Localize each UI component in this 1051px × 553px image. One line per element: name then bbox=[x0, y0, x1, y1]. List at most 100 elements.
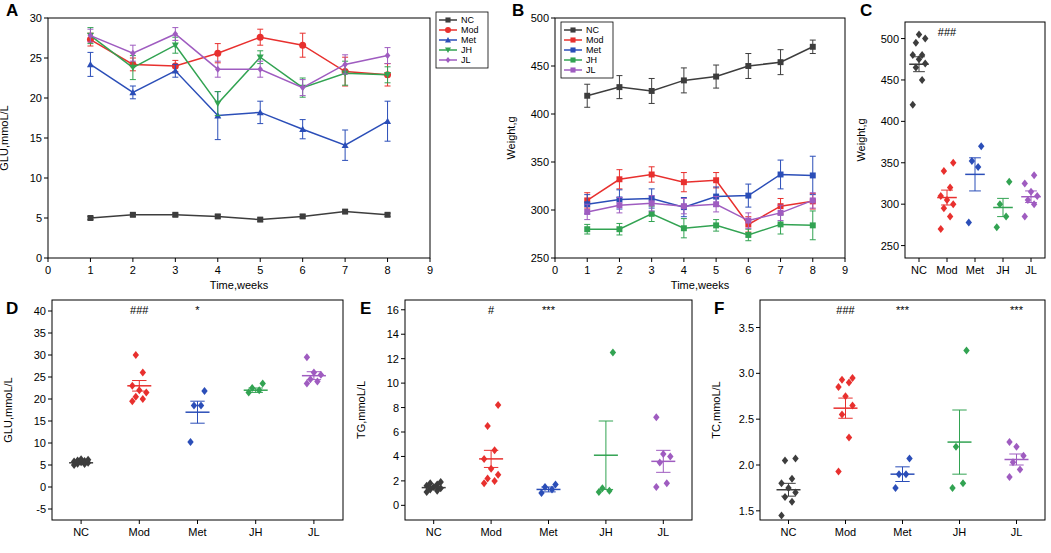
x-tick bbox=[748, 258, 749, 262]
x-tick-label: JL bbox=[308, 526, 320, 538]
y-tick bbox=[401, 358, 405, 359]
legend-label: JL bbox=[461, 55, 471, 65]
x-tick-label: Mod bbox=[835, 526, 856, 538]
y-tick bbox=[48, 355, 52, 356]
error-bar bbox=[656, 450, 670, 472]
mean-line bbox=[69, 462, 93, 464]
error-cap bbox=[484, 450, 498, 451]
marker bbox=[172, 67, 179, 73]
error-bar bbox=[215, 92, 221, 116]
y-tick bbox=[901, 79, 905, 80]
marker bbox=[810, 222, 816, 228]
error-cap bbox=[342, 86, 348, 87]
x-tick bbox=[197, 520, 198, 524]
y-tick-label: 3.0 bbox=[739, 367, 754, 379]
x-tick bbox=[619, 258, 620, 262]
x-tick bbox=[959, 520, 960, 524]
error-cap bbox=[745, 184, 751, 185]
y-tick-label: 300 bbox=[531, 204, 549, 216]
x-tick bbox=[1031, 258, 1032, 262]
marker bbox=[616, 84, 622, 90]
x-tick bbox=[132, 258, 133, 262]
marker bbox=[1034, 192, 1040, 200]
marker bbox=[1022, 213, 1028, 221]
error-cap bbox=[130, 98, 136, 99]
error-cap bbox=[584, 224, 590, 225]
marker bbox=[143, 388, 149, 396]
x-tick-label: 8 bbox=[384, 264, 390, 276]
error-cap bbox=[584, 107, 590, 108]
marker bbox=[835, 467, 841, 475]
marker bbox=[214, 101, 221, 107]
x-tick-label: Mod bbox=[936, 264, 957, 276]
marker bbox=[649, 211, 655, 217]
marker bbox=[198, 402, 204, 410]
plot-area bbox=[584, 40, 816, 241]
y-tick bbox=[401, 334, 405, 335]
x-tick-label: 3 bbox=[649, 264, 655, 276]
annotation: ### bbox=[938, 26, 957, 38]
error-cap bbox=[215, 139, 221, 140]
marker bbox=[941, 204, 947, 212]
legend-label: JH bbox=[586, 55, 597, 65]
marker bbox=[782, 493, 788, 501]
marker bbox=[304, 353, 310, 361]
y-tick bbox=[401, 432, 405, 433]
legend-label: NC bbox=[586, 25, 599, 35]
y-tick bbox=[901, 121, 905, 122]
marker bbox=[385, 52, 391, 59]
error-cap bbox=[895, 466, 909, 467]
x-tick bbox=[313, 520, 314, 524]
y-tick bbox=[44, 98, 48, 99]
error-bar bbox=[681, 219, 687, 238]
x-tick-label: JL bbox=[1011, 526, 1023, 538]
error-cap bbox=[172, 40, 178, 41]
error-cap bbox=[713, 65, 719, 66]
y-tick bbox=[48, 421, 52, 422]
x-tick-label: JL bbox=[1025, 264, 1037, 276]
x-tick-label: Met bbox=[539, 526, 557, 538]
y-tick bbox=[44, 258, 48, 259]
error-cap bbox=[781, 496, 795, 497]
error-bar bbox=[385, 48, 391, 64]
error-cap bbox=[681, 67, 687, 68]
y-tick bbox=[756, 419, 760, 420]
error-bar bbox=[913, 57, 925, 72]
marker bbox=[950, 200, 956, 208]
y-tick-label: 1.5 bbox=[739, 505, 754, 517]
error-cap bbox=[649, 78, 655, 79]
annotation: ### bbox=[130, 304, 149, 316]
marker bbox=[839, 411, 845, 419]
error-cap bbox=[778, 74, 784, 75]
panel-letter: D bbox=[6, 299, 18, 318]
x-tick bbox=[548, 520, 549, 524]
error-cap bbox=[810, 209, 816, 210]
plot-area bbox=[777, 346, 1029, 519]
error-cap bbox=[257, 29, 263, 30]
marker bbox=[906, 455, 912, 463]
marker bbox=[941, 167, 947, 175]
marker bbox=[495, 401, 501, 409]
error-cap bbox=[952, 474, 966, 475]
panel-letter: F bbox=[714, 299, 724, 318]
y-tick-label: 5 bbox=[40, 459, 46, 471]
x-tick-label: NC bbox=[426, 526, 442, 538]
x-tick-label: Met bbox=[966, 264, 984, 276]
error-cap bbox=[385, 63, 391, 64]
error-cap bbox=[810, 239, 816, 240]
error-bar bbox=[584, 84, 590, 107]
error-bar bbox=[649, 78, 655, 103]
error-cap bbox=[599, 489, 613, 490]
x-tick-label: 2 bbox=[130, 264, 136, 276]
marker bbox=[570, 37, 575, 42]
marker bbox=[129, 89, 136, 95]
error-cap bbox=[969, 190, 981, 191]
x-tick bbox=[175, 258, 176, 262]
legend-box bbox=[436, 12, 488, 68]
x-tick-label: 0 bbox=[552, 264, 558, 276]
error-stem bbox=[975, 158, 976, 191]
error-stem bbox=[959, 410, 960, 474]
marker bbox=[649, 172, 655, 178]
error-cap bbox=[778, 188, 784, 189]
error-cap bbox=[257, 61, 263, 62]
